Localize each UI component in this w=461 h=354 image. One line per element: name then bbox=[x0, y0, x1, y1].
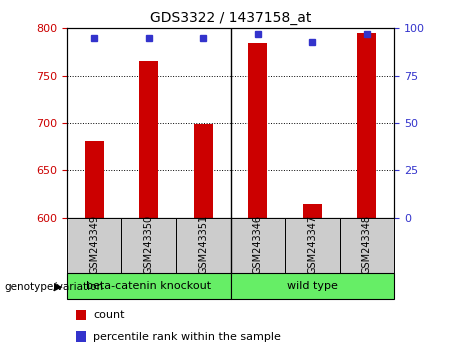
Text: count: count bbox=[93, 310, 124, 320]
Text: beta-catenin knockout: beta-catenin knockout bbox=[86, 281, 211, 291]
Text: genotype/variation: genotype/variation bbox=[5, 282, 104, 292]
Text: GSM243347: GSM243347 bbox=[307, 215, 317, 274]
Title: GDS3322 / 1437158_at: GDS3322 / 1437158_at bbox=[150, 11, 311, 24]
Bar bbox=[248, 44, 267, 218]
Text: ▶: ▶ bbox=[54, 282, 62, 292]
FancyBboxPatch shape bbox=[230, 273, 394, 299]
Text: GSM243351: GSM243351 bbox=[198, 215, 208, 274]
Bar bbox=[303, 205, 322, 218]
Bar bbox=[84, 141, 104, 218]
FancyBboxPatch shape bbox=[340, 218, 394, 274]
Text: GSM243346: GSM243346 bbox=[253, 215, 263, 274]
Text: GSM243348: GSM243348 bbox=[362, 215, 372, 274]
Text: percentile rank within the sample: percentile rank within the sample bbox=[93, 332, 281, 342]
FancyBboxPatch shape bbox=[67, 273, 230, 299]
FancyBboxPatch shape bbox=[285, 218, 340, 274]
Bar bbox=[139, 62, 158, 218]
FancyBboxPatch shape bbox=[121, 218, 176, 274]
FancyBboxPatch shape bbox=[230, 218, 285, 274]
FancyBboxPatch shape bbox=[67, 218, 121, 274]
Bar bbox=[357, 33, 377, 218]
Bar bbox=[194, 124, 213, 218]
Bar bbox=[76, 331, 86, 342]
Text: GSM243350: GSM243350 bbox=[144, 215, 154, 274]
Text: GSM243349: GSM243349 bbox=[89, 215, 99, 274]
FancyBboxPatch shape bbox=[176, 218, 230, 274]
Text: wild type: wild type bbox=[287, 281, 338, 291]
Bar bbox=[76, 310, 86, 320]
